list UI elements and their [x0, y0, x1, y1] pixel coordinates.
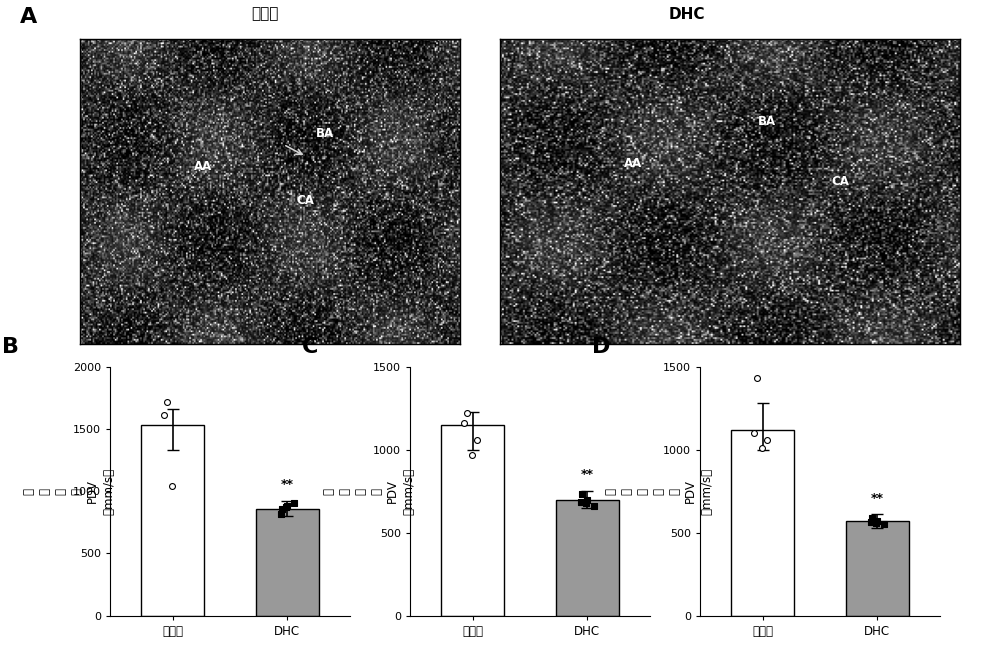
- Point: [279, 501, 295, 512]
- Text: **: **: [281, 478, 294, 491]
- Point: [273, 508, 289, 519]
- Text: CA: CA: [297, 194, 314, 207]
- Text: 溶媒组: 溶媒组: [251, 7, 278, 22]
- Text: BA: BA: [758, 115, 776, 128]
- Point: [573, 496, 589, 507]
- Text: D: D: [592, 337, 610, 357]
- Point: [574, 489, 590, 499]
- Point: [876, 519, 892, 530]
- Point: [863, 517, 879, 527]
- Bar: [731, 430, 794, 616]
- Bar: [256, 509, 319, 616]
- Point: [578, 498, 594, 508]
- Y-axis label: 头
臂
干
动
脉
PDV
（mm/s）: 头 臂 干 动 脉 PDV （mm/s）: [604, 468, 713, 515]
- Point: [156, 410, 172, 421]
- Point: [868, 517, 884, 528]
- Bar: [846, 521, 909, 616]
- Text: **: **: [581, 468, 594, 481]
- Point: [456, 418, 472, 428]
- Point: [459, 408, 475, 419]
- Point: [586, 501, 602, 512]
- Point: [464, 449, 480, 460]
- Text: DHC: DHC: [669, 7, 705, 22]
- Point: [159, 396, 175, 407]
- Point: [749, 373, 765, 384]
- Text: B: B: [2, 337, 19, 357]
- Text: A: A: [20, 7, 37, 27]
- Point: [274, 504, 290, 514]
- Point: [754, 443, 770, 453]
- Point: [864, 513, 880, 523]
- Text: AA: AA: [194, 160, 212, 174]
- Y-axis label: 主
动
脉
弓
PDV
（mm/s）: 主 动 脉 弓 PDV （mm/s）: [322, 468, 415, 515]
- Point: [869, 516, 885, 527]
- Point: [579, 495, 595, 505]
- Bar: [141, 425, 204, 616]
- Point: [286, 498, 302, 508]
- Text: **: **: [871, 491, 884, 504]
- Text: BA: BA: [316, 127, 334, 140]
- Point: [469, 434, 485, 445]
- Y-axis label: 升
主
动
脉
PDV
（mm/s）: 升 主 动 脉 PDV （mm/s）: [22, 468, 115, 515]
- Point: [746, 428, 762, 438]
- Bar: [441, 425, 504, 616]
- Bar: [556, 500, 619, 616]
- Text: C: C: [302, 337, 318, 357]
- Point: [759, 434, 775, 445]
- Text: AA: AA: [624, 157, 642, 170]
- Point: [164, 480, 180, 491]
- Text: CA: CA: [831, 176, 849, 189]
- Point: [278, 502, 294, 513]
